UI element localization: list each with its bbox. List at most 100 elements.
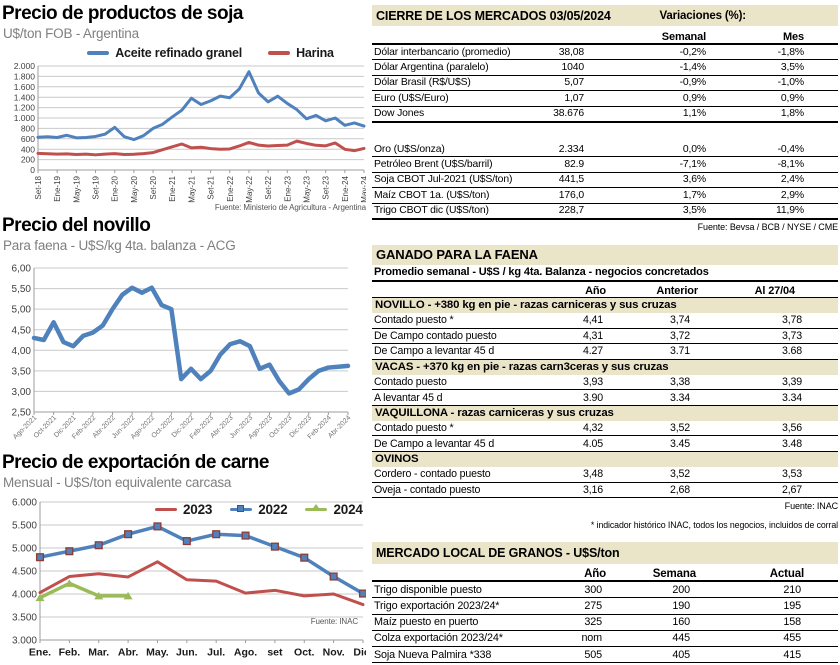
- row-value: 3,93: [582, 375, 603, 388]
- marker-square: [35, 553, 45, 562]
- x-tick-label: Ene-23: [283, 175, 292, 201]
- y-tick-label: 5,50: [12, 284, 32, 295]
- row-value: 0,9%: [682, 92, 706, 104]
- beef-export-chart-legend: 2023 2022 2024: [155, 502, 363, 517]
- row-value: 82.9: [564, 159, 584, 171]
- marker-triangle: [123, 591, 133, 600]
- table-row: Oveja - contado puesto 3,16 2,68 2,67: [372, 483, 838, 499]
- ganado-rows: NOVILLO - +380 kg en pie - razas carnice…: [372, 297, 838, 499]
- marker-square: [94, 541, 103, 550]
- soy-price-line-chart: 2.0001.8001.6001.4001.2001.0008006004002…: [14, 61, 366, 203]
- row-value: 3,6%: [682, 174, 706, 186]
- row-label: Dólar Argentina (paralelo): [374, 62, 489, 74]
- y-tick-label: 5.500: [12, 521, 37, 532]
- markets-close-rows-commodities: Oro (U$S/onza) 2.334 0,0% -0,4% Petróleo Bre…: [372, 142, 838, 220]
- col-header-semana: Semana: [652, 568, 696, 581]
- row-label: Euro (U$S/Euro): [374, 92, 449, 104]
- table-row: Trigo exportación 2023/24* 275 190 195: [372, 598, 838, 615]
- row-label: Soja Nueva Palmira *338: [374, 648, 492, 661]
- row-value: 3,74: [669, 314, 690, 327]
- marker-square: [65, 547, 74, 556]
- marker-triangle: [35, 593, 45, 602]
- table-row: Dólar Argentina (paralelo) 1040 -1,4% 3,5%: [372, 60, 838, 76]
- row-label: A levantar 45 d: [374, 391, 443, 404]
- marker-square: [241, 531, 250, 540]
- col-header-al-27-04: Al 27/04: [754, 284, 796, 297]
- row-value: 11,9%: [776, 205, 804, 217]
- row-value: 441,5: [558, 174, 584, 186]
- x-tick-label: May.: [146, 647, 169, 659]
- row-value: 415: [783, 648, 801, 661]
- series-line-Harina: [36, 139, 366, 157]
- row-value: -0,2%: [679, 46, 707, 58]
- row-label: Trigo disponible puesto: [374, 583, 482, 596]
- legend-item: 2022: [230, 502, 288, 517]
- markets-close-source: Fuente: Bevsa / BCB / NYSE / CME: [697, 221, 838, 232]
- row-label: Contado puesto *: [374, 314, 454, 327]
- row-value: -0,9%: [679, 77, 707, 89]
- x-tick-label: Set-21: [207, 175, 216, 199]
- y-tick-label: 800: [21, 123, 35, 133]
- legend-swatch-none-icon: [268, 51, 291, 55]
- y-tick-label: 5,00: [12, 305, 32, 316]
- y-tick-label: 1.400: [14, 92, 36, 102]
- row-value: 505: [584, 648, 602, 661]
- table-row: A levantar 45 d 3.90 3.34 3.34: [372, 390, 838, 406]
- y-tick-label: 1.000: [14, 113, 36, 123]
- row-value: 455: [783, 632, 801, 645]
- row-value: 3,5%: [682, 205, 706, 217]
- row-value: 3.34: [781, 391, 802, 404]
- x-tick-label: Set-22: [264, 175, 273, 199]
- marker-square: [212, 530, 221, 539]
- row-value: 3,5%: [780, 62, 804, 74]
- row-label: Trigo exportación 2023/24*: [374, 600, 500, 613]
- x-tick-label: Set-19: [92, 175, 101, 199]
- row-value: 158: [783, 616, 801, 629]
- x-tick-label: set: [267, 647, 283, 659]
- y-tick-label: 3,50: [12, 366, 32, 377]
- row-value: 1,7%: [682, 189, 706, 201]
- table-row: Euro (U$S/Euro) 1,07 0,9% 0,9%: [372, 91, 838, 107]
- row-label: Dólar Brasil (R$/U$S): [374, 77, 471, 89]
- variations-label: Variaciones (%):: [659, 9, 747, 22]
- row-value: 405: [672, 648, 690, 661]
- ganado-header-bar: GANADO PARA LA FAENA: [372, 244, 838, 265]
- row-value: 190: [672, 600, 690, 613]
- table-row: Trigo disponible puesto 300 200 210: [372, 582, 838, 599]
- row-value: nom: [581, 632, 602, 645]
- row-label: Maíz CBOT 1a. (U$S/ton): [374, 189, 490, 201]
- legend-swatch-triangle-icon: [305, 504, 328, 512]
- y-tick-label: 200: [21, 155, 35, 165]
- y-tick-label: 600: [21, 134, 35, 144]
- row-value: 445: [672, 632, 690, 645]
- table-row: De Campo a levantar 45 d 4.05 3.45 3.48: [372, 436, 838, 453]
- y-tick-label: 1.200: [14, 103, 36, 113]
- table-row: Contado puesto * 4,32 3,52 3,56: [372, 421, 838, 437]
- row-value: 2,67: [781, 483, 802, 496]
- granos-header-bar: MERCADO LOCAL DE GRANOS - U$S/ton: [372, 542, 838, 565]
- table-row: De Campo a levantar 45 d 4.27 3.71 3.68: [372, 344, 838, 360]
- row-value: 4,32: [582, 422, 603, 435]
- legend-swatch-none-icon: [87, 51, 110, 55]
- legend-swatch-square-icon: [230, 505, 253, 513]
- row-value: 1,07: [564, 92, 584, 104]
- row-label: Petróleo Brent (U$S/barril): [374, 159, 493, 171]
- y-tick-label: 1.800: [14, 71, 36, 81]
- row-label: Colza exportación 2023/24*: [374, 632, 503, 645]
- legend-label: Harina: [296, 46, 334, 60]
- series-line-Aceite refinado granel: [36, 70, 366, 142]
- series-line-Novillo: [31, 285, 351, 396]
- marker-square: [153, 522, 162, 531]
- row-label: De Campo contado puesto: [374, 329, 497, 342]
- legend-swatch-none-icon: [155, 507, 177, 512]
- row-value: 3,52: [669, 468, 690, 481]
- table-row: Contado puesto 3,93 3,38 3,39: [372, 375, 838, 391]
- table-row: Oro (U$S/onza) 2.334 0,0% -0,4%: [372, 142, 838, 158]
- x-tick-label: Jul.: [207, 647, 225, 659]
- row-label: Cordero - contado puesto: [374, 468, 491, 481]
- row-value: -8,1%: [777, 159, 805, 171]
- x-tick-label: Nov.: [323, 647, 345, 659]
- y-tick-label: 5.000: [12, 544, 37, 555]
- table-row: Maíz puesto en puerto 325 160 158: [372, 615, 838, 631]
